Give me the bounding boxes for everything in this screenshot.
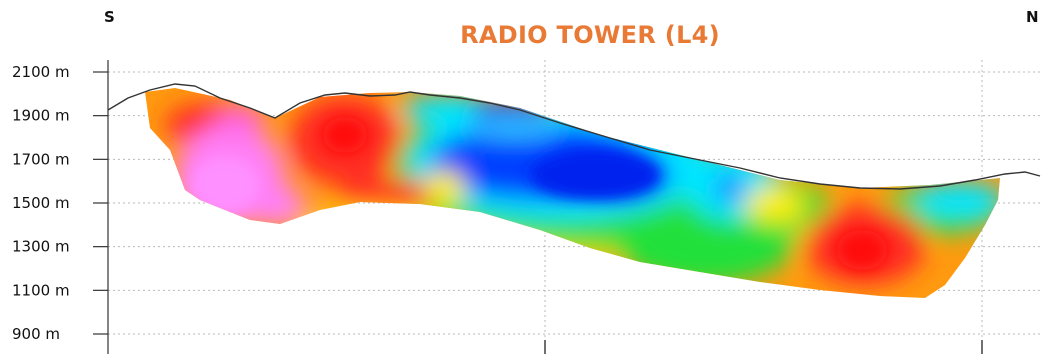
y-tick-label-1300: 1300 m (12, 238, 70, 256)
resistivity-section (145, 88, 1000, 298)
y-axis-ticks (93, 71, 108, 335)
y-tick-label-1900: 1900 m (12, 107, 70, 125)
y-tick-label-1100: 1100 m (12, 281, 70, 299)
direction-north-label: N (1026, 8, 1039, 26)
y-axis-tick-labels: 2100 m 1900 m 1700 m 1500 m 1300 m 1100 m 900 … (12, 63, 70, 343)
y-tick-label-900: 900 m (12, 325, 60, 343)
topography-line (107, 83, 1041, 190)
y-tick-label-1500: 1500 m (12, 194, 70, 212)
direction-south-label: S (104, 8, 115, 26)
y-tick-label-1700: 1700 m (12, 150, 70, 168)
chart-title: RADIO TOWER (L4) (460, 21, 720, 49)
y-tick-label-2100: 2100 m (12, 63, 70, 81)
